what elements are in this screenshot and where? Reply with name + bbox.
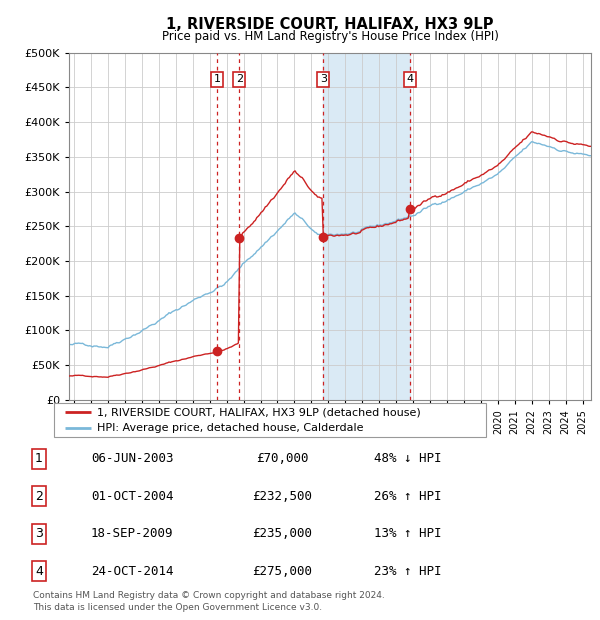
Text: 06-JUN-2003: 06-JUN-2003: [91, 453, 173, 466]
Text: £275,000: £275,000: [252, 565, 312, 578]
Text: Price paid vs. HM Land Registry's House Price Index (HPI): Price paid vs. HM Land Registry's House …: [161, 30, 499, 43]
Text: This data is licensed under the Open Government Licence v3.0.: This data is licensed under the Open Gov…: [33, 603, 322, 612]
Text: 2: 2: [236, 74, 243, 84]
Text: 24-OCT-2014: 24-OCT-2014: [91, 565, 173, 578]
Text: 1, RIVERSIDE COURT, HALIFAX, HX3 9LP (detached house): 1, RIVERSIDE COURT, HALIFAX, HX3 9LP (de…: [97, 407, 421, 417]
Text: £70,000: £70,000: [256, 453, 308, 466]
Text: HPI: Average price, detached house, Calderdale: HPI: Average price, detached house, Cald…: [97, 423, 364, 433]
Text: 23% ↑ HPI: 23% ↑ HPI: [374, 565, 442, 578]
Text: Contains HM Land Registry data © Crown copyright and database right 2024.: Contains HM Land Registry data © Crown c…: [33, 591, 385, 600]
Text: 1, RIVERSIDE COURT, HALIFAX, HX3 9LP: 1, RIVERSIDE COURT, HALIFAX, HX3 9LP: [166, 17, 494, 32]
Text: 48% ↓ HPI: 48% ↓ HPI: [374, 453, 442, 466]
Bar: [323, 53, 410, 400]
Text: 4: 4: [35, 565, 43, 578]
Text: 01-OCT-2004: 01-OCT-2004: [91, 490, 173, 503]
Text: 1: 1: [35, 453, 43, 466]
Text: 18-SEP-2009: 18-SEP-2009: [91, 528, 173, 541]
Text: £232,500: £232,500: [252, 490, 312, 503]
Text: 26% ↑ HPI: 26% ↑ HPI: [374, 490, 442, 503]
Text: 13% ↑ HPI: 13% ↑ HPI: [374, 528, 442, 541]
Text: £235,000: £235,000: [252, 528, 312, 541]
Text: 2: 2: [35, 490, 43, 503]
Text: 3: 3: [320, 74, 327, 84]
Text: 4: 4: [406, 74, 413, 84]
Text: 1: 1: [214, 74, 220, 84]
Text: 3: 3: [35, 528, 43, 541]
